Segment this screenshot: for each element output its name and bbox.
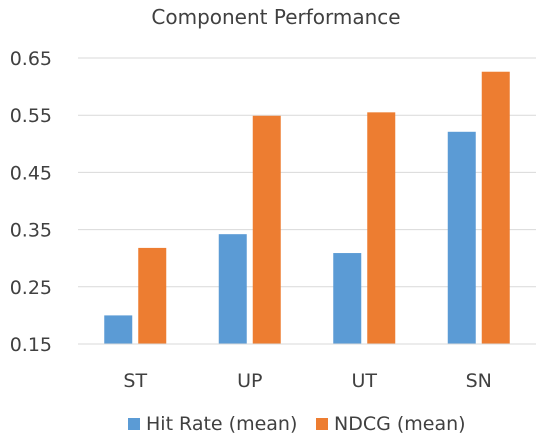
bar-hit-rate-up [218, 234, 247, 344]
bar-hit-rate-sn [447, 131, 476, 344]
x-tick-label: UP [237, 370, 262, 392]
legend: Hit Rate (mean) NDCG (mean) [128, 413, 466, 435]
y-tick-label: 0.15 [10, 334, 52, 356]
bar-ndcg-sn [481, 71, 510, 344]
y-tick-label: 0.45 [10, 162, 52, 184]
bar-ndcg-up [252, 115, 281, 344]
bar-hit-rate-ut [333, 253, 362, 344]
chart-title: Component Performance [151, 5, 400, 29]
x-tick-label: ST [123, 370, 147, 392]
bar-ndcg-ut [367, 112, 396, 344]
y-tick-label: 0.25 [10, 277, 52, 299]
y-tick-label: 0.55 [10, 105, 52, 127]
legend-label-ndcg: NDCG (mean) [334, 413, 466, 435]
y-tick-label: 0.65 [10, 48, 52, 70]
legend-swatch-ndcg [316, 418, 328, 430]
legend-label-hit-rate: Hit Rate (mean) [146, 413, 297, 435]
y-tick-label: 0.35 [10, 220, 52, 242]
bar-hit-rate-st [104, 315, 133, 344]
x-tick-label: SN [466, 370, 492, 392]
legend-swatch-hit-rate [128, 418, 140, 430]
x-tick-label: UT [351, 370, 377, 392]
bars [104, 71, 510, 344]
y-axis-ticks: 0.15 0.25 0.35 0.45 0.55 0.65 [10, 48, 52, 356]
x-axis-ticks: ST UP UT SN [123, 370, 491, 392]
bar-ndcg-st [138, 247, 167, 344]
